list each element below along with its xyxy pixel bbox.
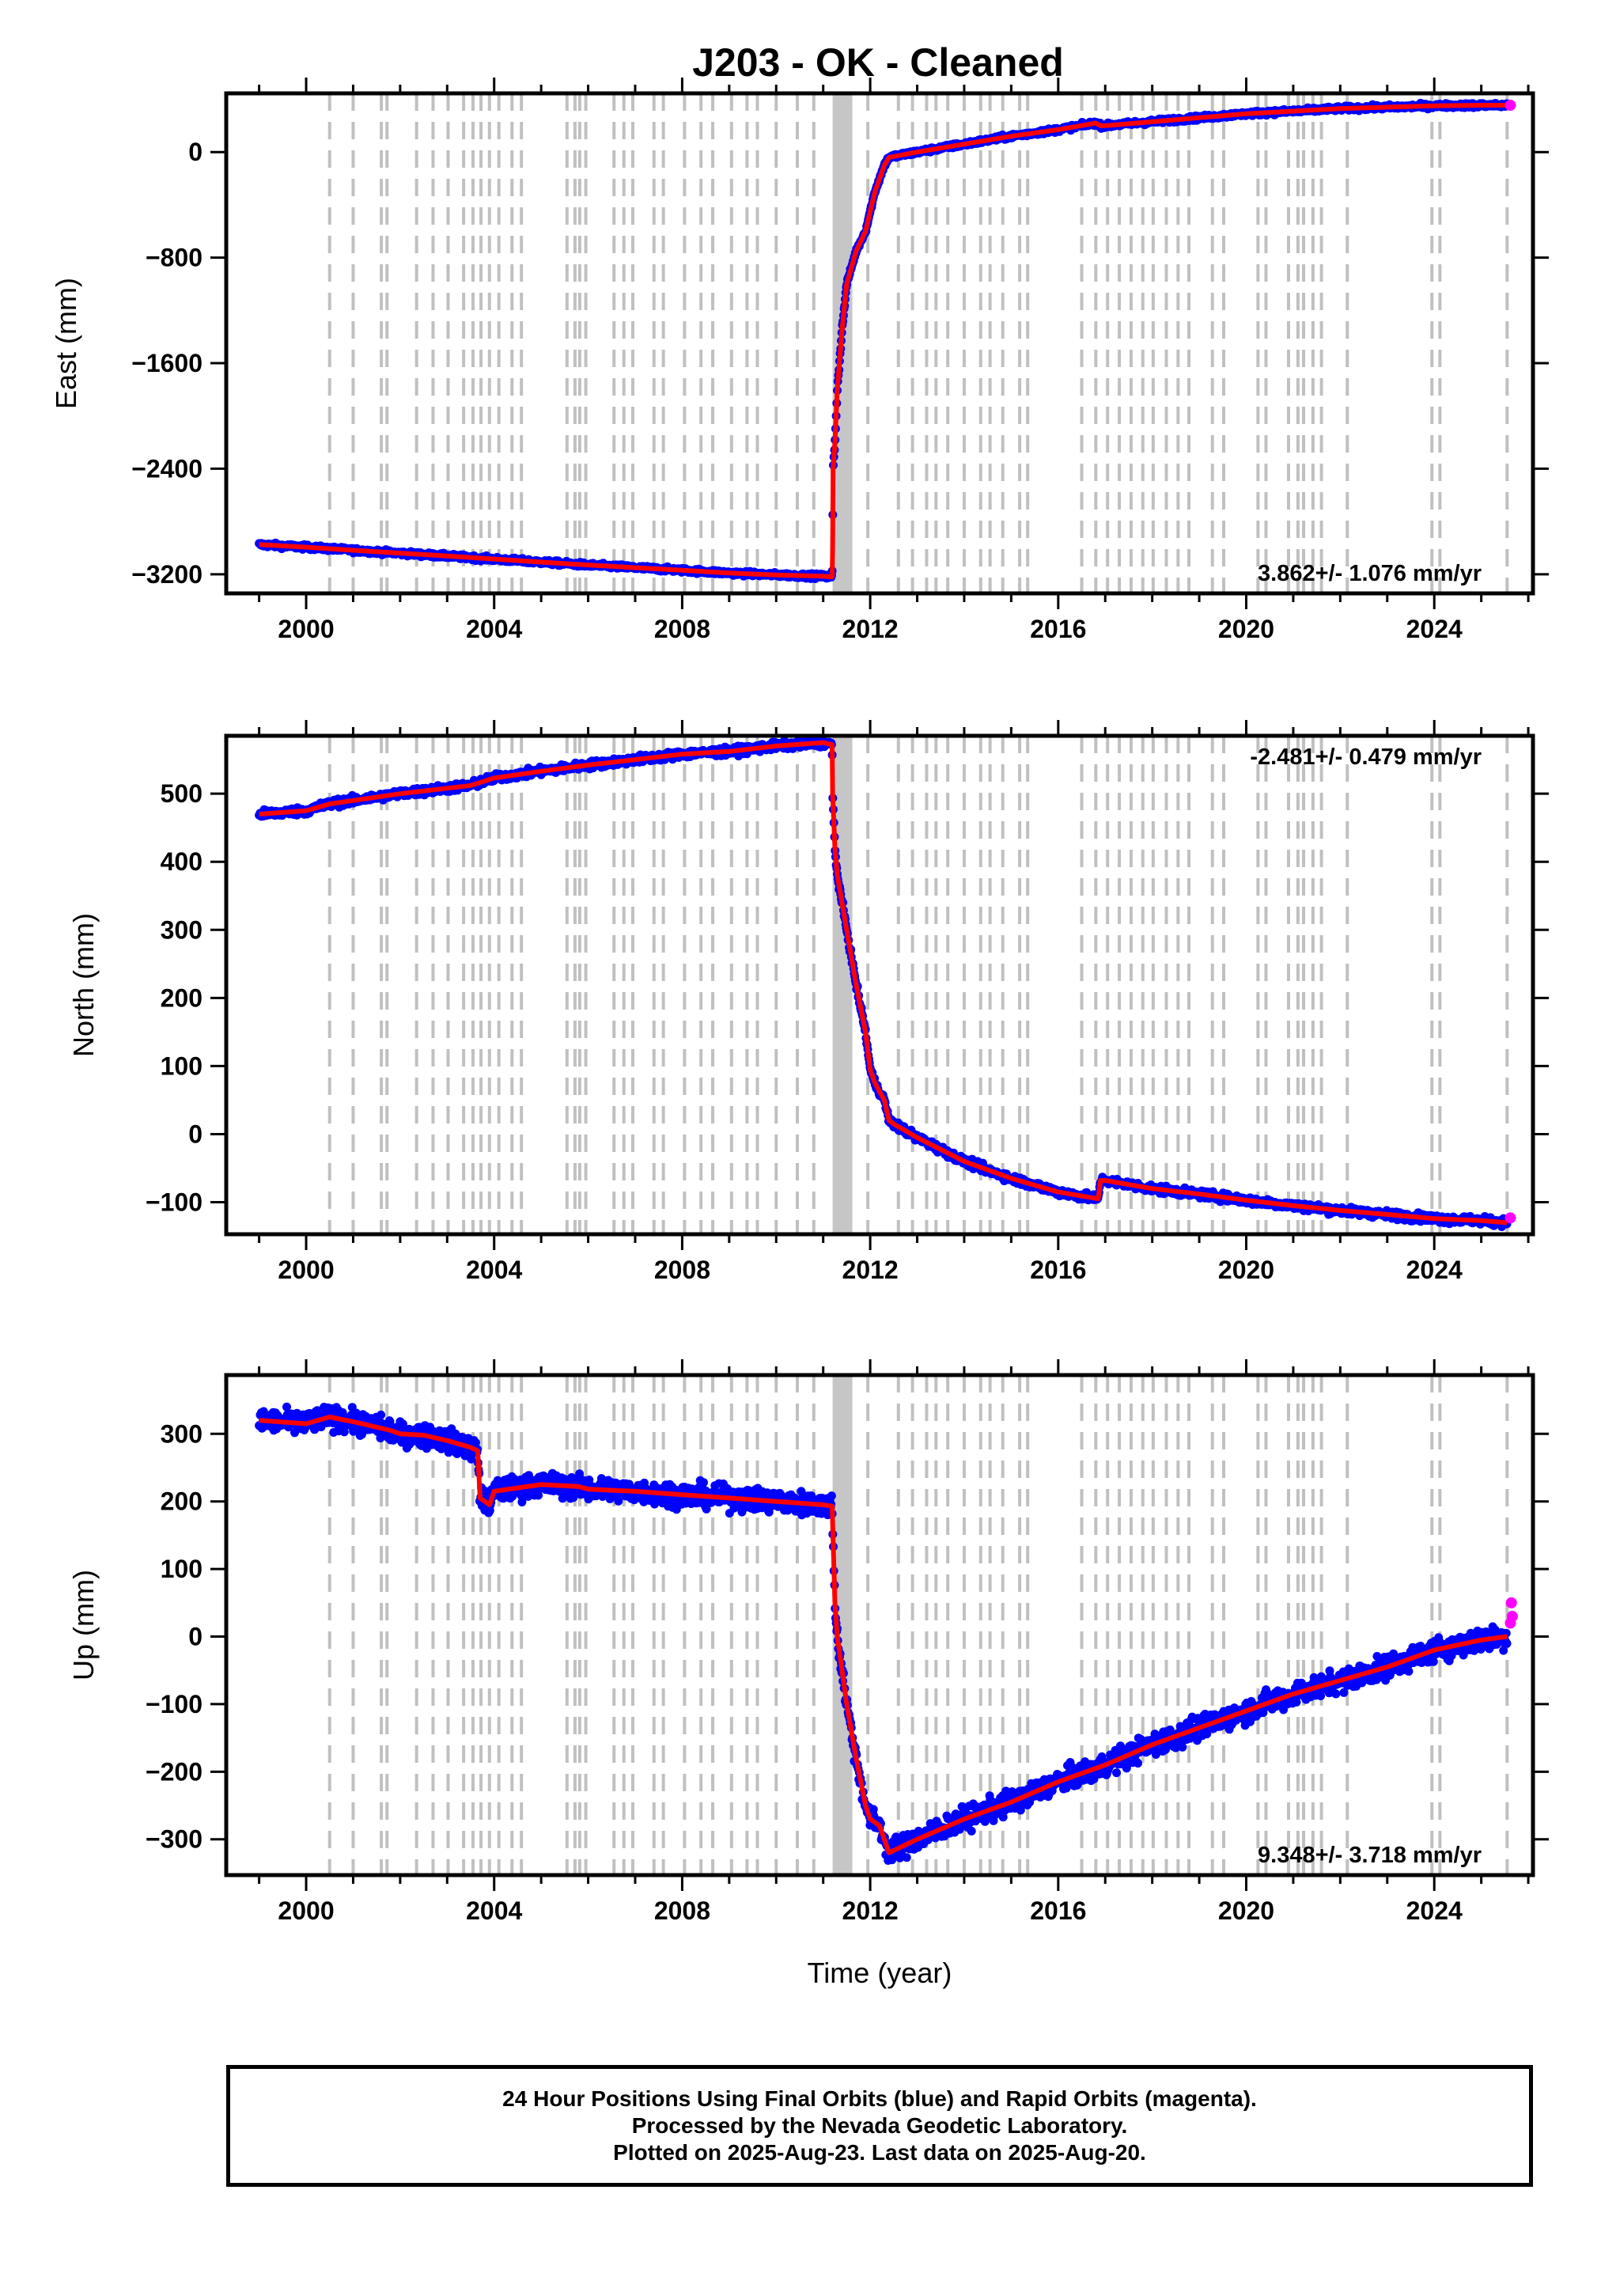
y-tick-label: 100 bbox=[161, 1051, 202, 1080]
plot-frame bbox=[224, 733, 1535, 1237]
y-tick-label: 500 bbox=[161, 779, 202, 808]
velocity-annotation: 3.862+/- 1.076 mm/yr bbox=[1258, 561, 1482, 586]
y-tick-label: 200 bbox=[161, 983, 202, 1012]
velocity-annotation: -2.481+/- 0.479 mm/yr bbox=[1250, 744, 1482, 770]
y-tick-label: 300 bbox=[161, 915, 202, 944]
model-line bbox=[259, 103, 1508, 580]
y-tick-label: −800 bbox=[146, 244, 202, 272]
x-tick-label: 2008 bbox=[654, 1256, 710, 1284]
y-tick-label: −2400 bbox=[131, 454, 202, 483]
figure-title: J203 - OK - Cleaned bbox=[692, 40, 1064, 85]
x-tick-label: 2020 bbox=[1218, 615, 1274, 643]
x-tick-label: 2004 bbox=[466, 615, 522, 643]
x-tick-label: 2008 bbox=[654, 615, 710, 643]
x-tick-label: 2016 bbox=[1030, 615, 1086, 643]
east-panel: 2000 2004 2008 2012 2016 2020 2024 0 −800 −1600 −2… bbox=[50, 78, 1549, 643]
y-tick-label: 400 bbox=[161, 847, 202, 876]
x-tick-label: 2012 bbox=[842, 1256, 899, 1284]
y-axis-title: East (mm) bbox=[50, 278, 82, 409]
north-panel: 2000 2004 2008 2012 2016 2020 2024500400300200… bbox=[67, 720, 1549, 1284]
x-tick-label: 2016 bbox=[1030, 1256, 1086, 1284]
y-tick-label: 0 bbox=[188, 1120, 202, 1148]
x-tick-label: 2012 bbox=[842, 615, 899, 643]
x-tick-label: 2000 bbox=[278, 1256, 334, 1284]
y-tick-label: −1600 bbox=[131, 349, 202, 377]
rapid-orbit-point bbox=[1504, 100, 1516, 112]
x-tick-label: 2024 bbox=[1406, 615, 1463, 643]
x-tick-label: 2024 bbox=[1406, 1256, 1463, 1284]
y-tick-label: 0 bbox=[188, 138, 202, 166]
y-tick-label: −3200 bbox=[131, 560, 202, 589]
up-panel: 2000 2004 2008 2012 2016 2020 20243002001000−1… bbox=[67, 1359, 1549, 1925]
y-tick-label: −100 bbox=[146, 1188, 202, 1217]
y-axis-title: North (mm) bbox=[67, 913, 100, 1057]
x-tick-label: 2004 bbox=[466, 1256, 522, 1284]
plot-frame bbox=[224, 91, 1535, 596]
x-tick-label: 2000 bbox=[278, 615, 334, 643]
x-tick-label: 2020 bbox=[1218, 1256, 1274, 1284]
rapid-orbit-point bbox=[1504, 1212, 1516, 1224]
